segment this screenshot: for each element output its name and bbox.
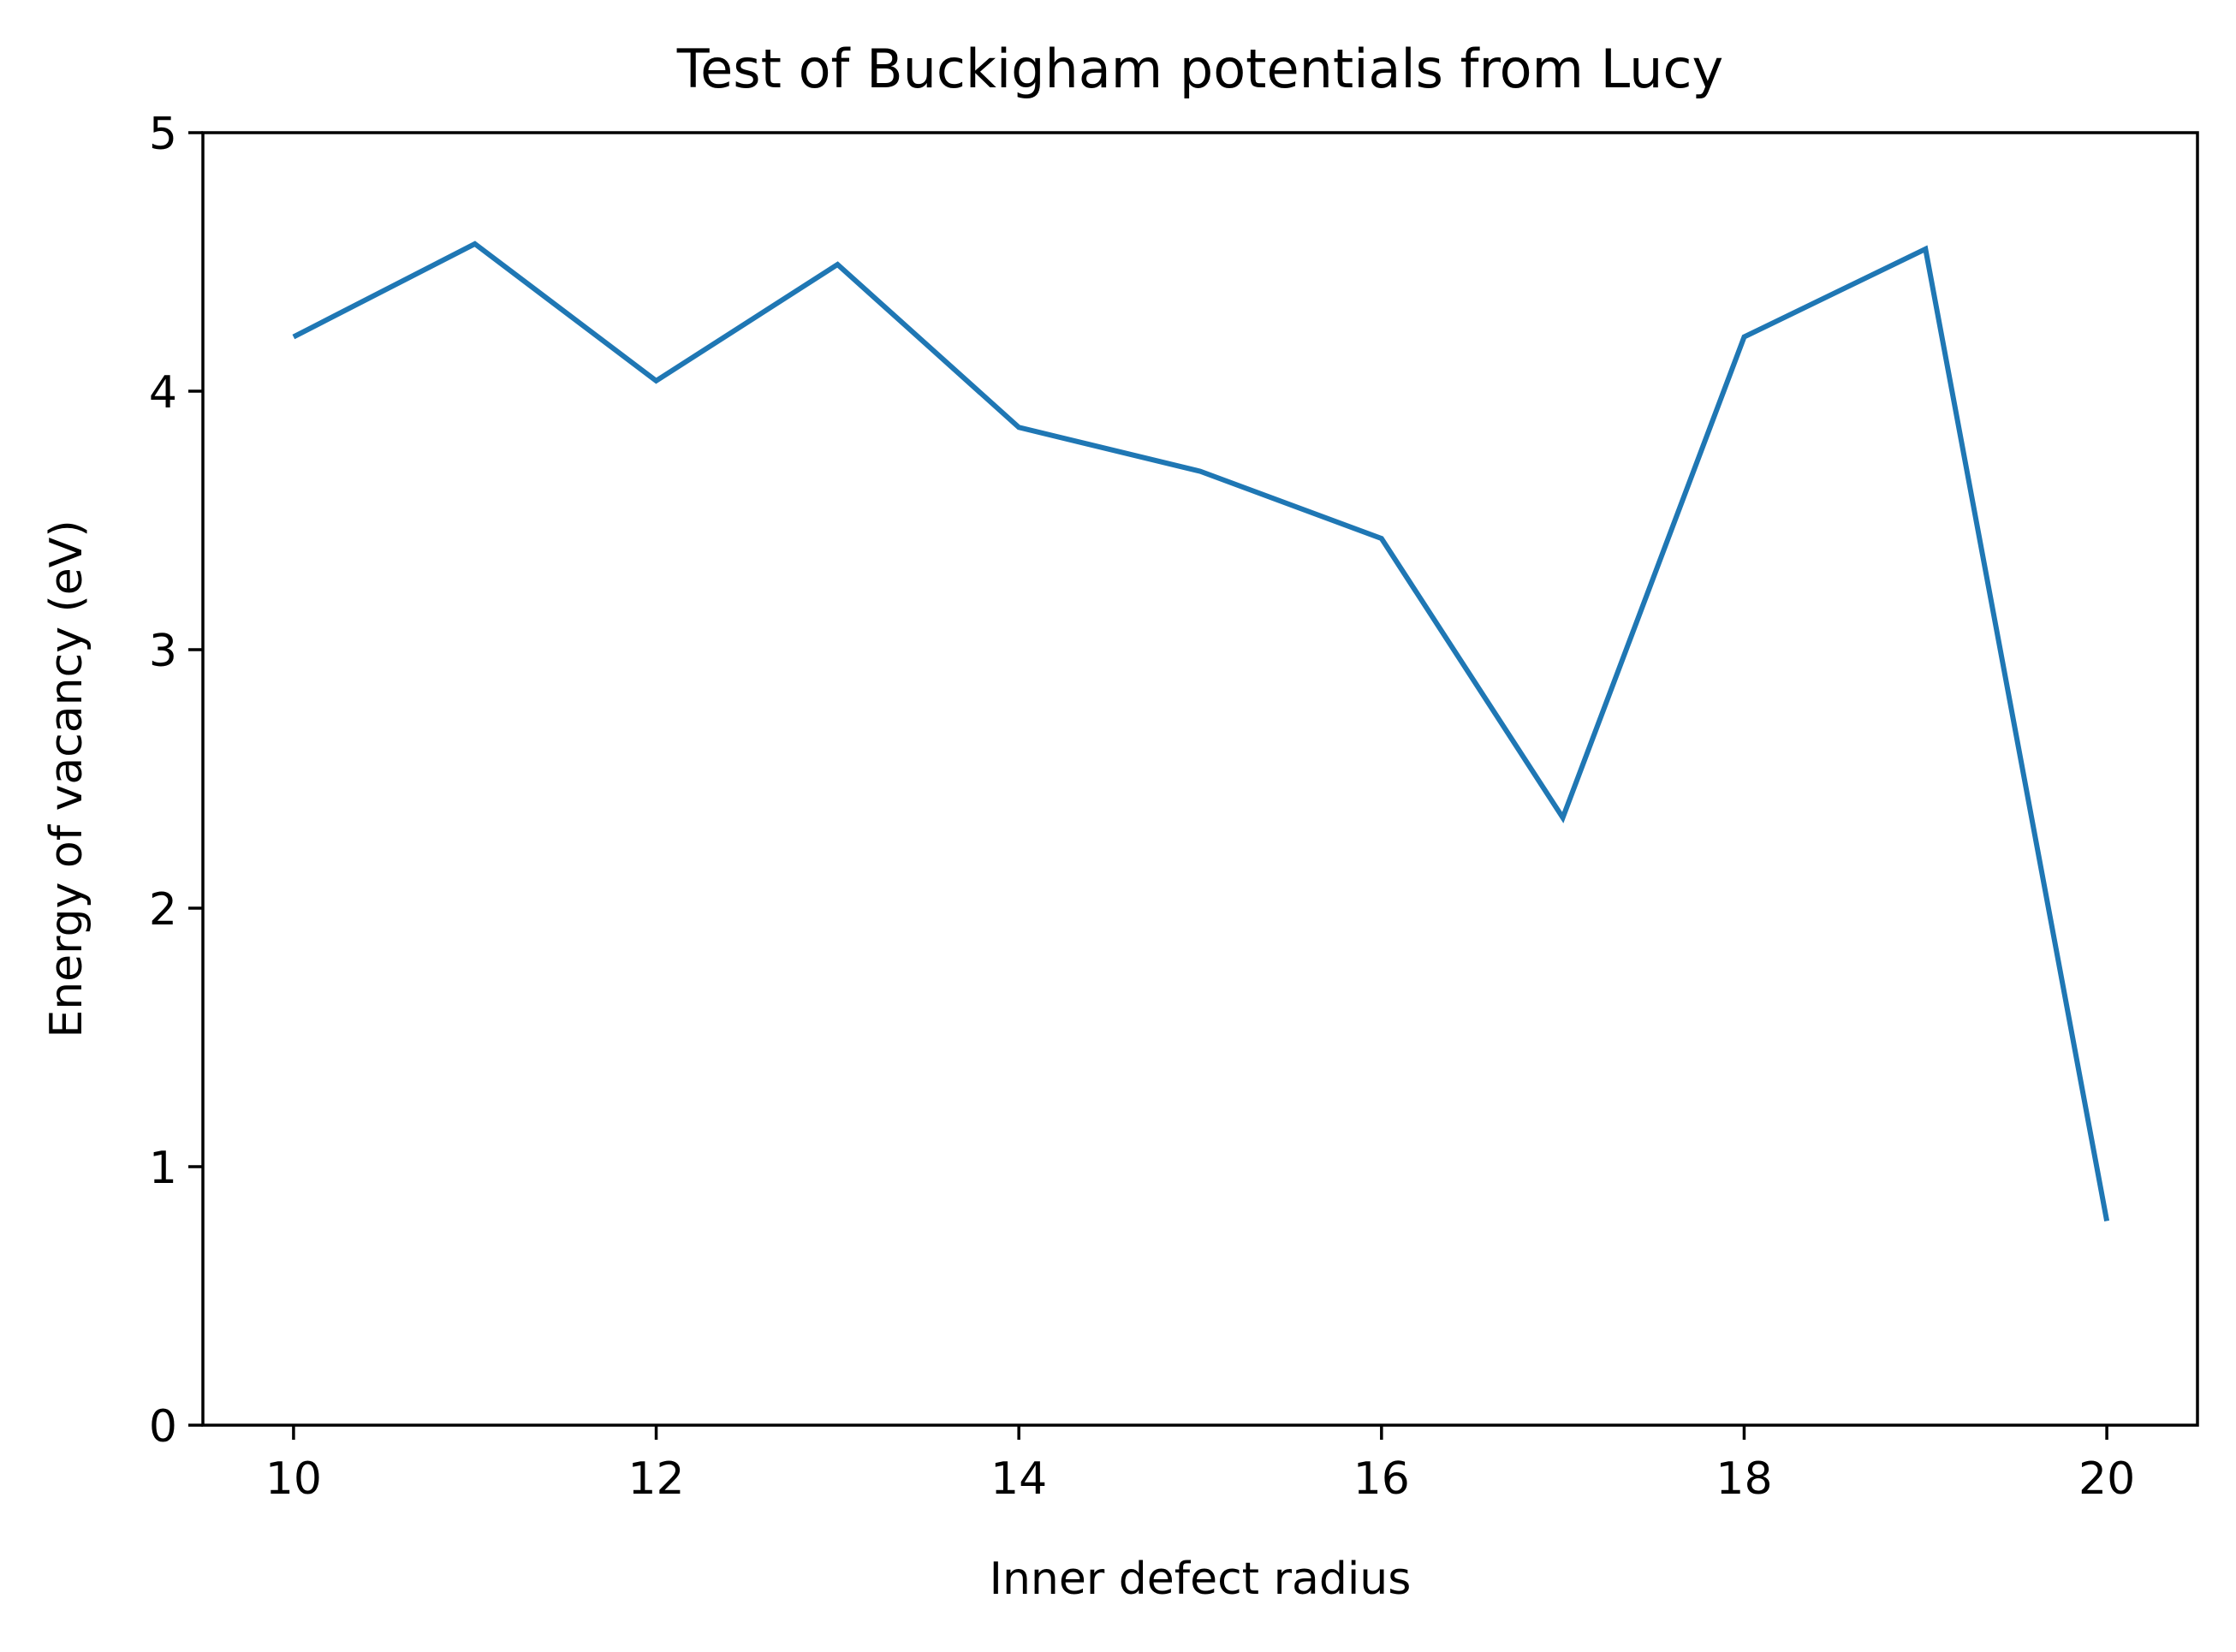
y-tick-label: 1 — [149, 1143, 177, 1194]
y-tick-label: 5 — [149, 109, 177, 160]
y-tick-label: 4 — [149, 367, 177, 419]
x-tick-label: 20 — [2078, 1453, 2135, 1505]
x-tick-label: 16 — [1353, 1453, 1410, 1505]
y-tick-label: 0 — [149, 1401, 177, 1453]
x-axis-label: Inner defect radius — [990, 1554, 1412, 1605]
x-tick-label: 12 — [627, 1453, 684, 1505]
y-tick-label: 3 — [149, 626, 177, 677]
chart-title: Test of Buckigham potentials from Lucy — [676, 38, 1723, 100]
x-tick-label: 14 — [990, 1453, 1047, 1505]
y-axis-label: Energy of vacancy (eV) — [41, 520, 92, 1037]
x-tick-label: 18 — [1716, 1453, 1772, 1505]
x-tick-label: 10 — [265, 1453, 322, 1505]
y-tick-label: 2 — [149, 884, 177, 936]
